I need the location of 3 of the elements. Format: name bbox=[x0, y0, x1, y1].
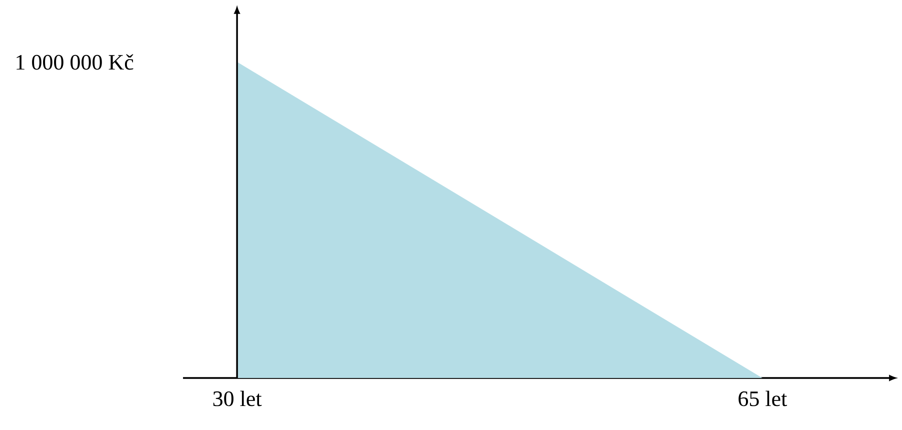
text: 1 000 000 Kč bbox=[16, 54, 134, 70]
x-tick-label: 30 let bbox=[213, 390, 262, 406]
x-tick-label: 65 let bbox=[738, 390, 788, 406]
